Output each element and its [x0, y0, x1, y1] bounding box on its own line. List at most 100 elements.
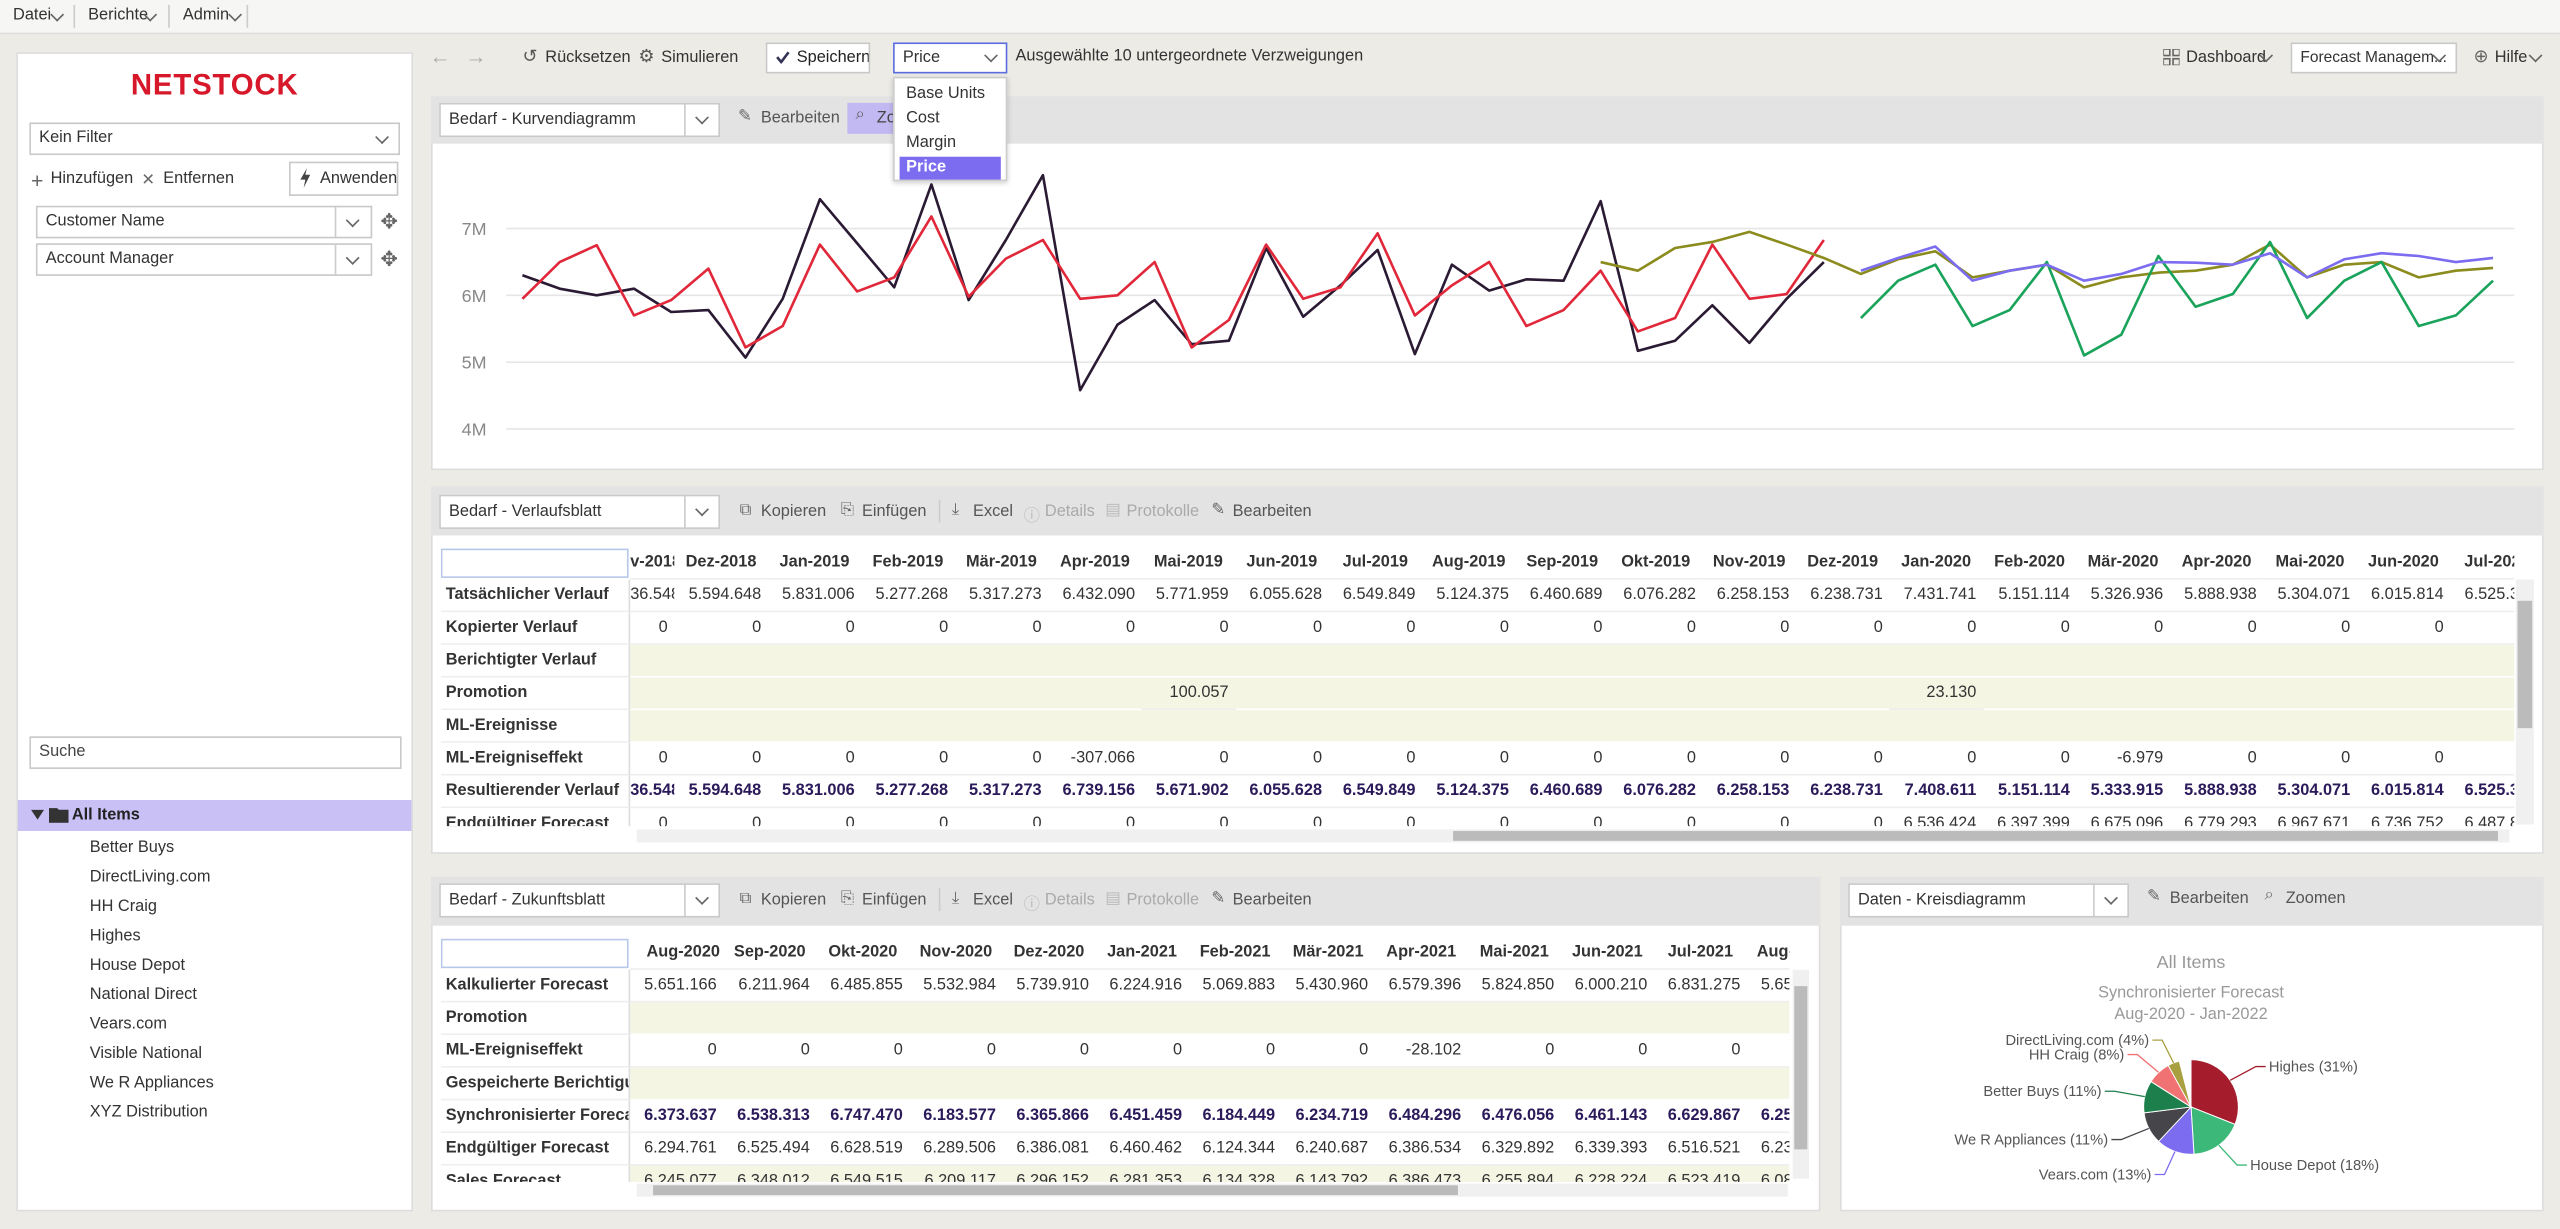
table-cell: 6.629.867 — [1653, 1100, 1747, 1134]
help-button[interactable]: Hilfe — [2494, 48, 2528, 67]
tree-row[interactable] — [18, 833, 411, 862]
edit-button[interactable]: Bearbeiten — [760, 109, 840, 128]
separator — [334, 205, 337, 239]
table-cell: 0 — [1281, 1035, 1375, 1068]
dropdown-option[interactable]: Cost — [906, 109, 940, 128]
tool-button[interactable]: Bearbeiten — [1232, 891, 1312, 910]
dropdown-option[interactable]: Base Units — [906, 84, 986, 103]
forward-icon[interactable]: → — [465, 44, 487, 69]
table-cell: 0 — [1328, 612, 1423, 645]
table-cell: 6.549.849 — [1328, 580, 1423, 613]
tool-button[interactable]: Kopieren — [760, 502, 827, 521]
scroll-thumb[interactable] — [1794, 986, 1808, 1150]
tree-item[interactable]: National Direct — [89, 986, 197, 1005]
tree-row[interactable] — [18, 980, 411, 1009]
editable-row — [630, 1165, 1790, 1183]
tree-item[interactable]: Highes — [89, 927, 141, 946]
move-icon[interactable]: ✥ — [380, 246, 399, 272]
zoom-button[interactable]: Zoomen — [2285, 889, 2346, 908]
panel-select[interactable]: Daten - Kreisdiagramm — [1848, 883, 2129, 918]
scroll-thumb[interactable] — [1453, 831, 2498, 841]
tree-root[interactable]: All Items — [71, 806, 140, 825]
y-tick-label: 4M — [462, 419, 487, 439]
table-cell: 0 — [1796, 808, 1889, 826]
row-label: Resultierender Verlauf — [440, 775, 631, 809]
field-select[interactable]: Customer Name — [35, 205, 373, 239]
separator — [938, 888, 941, 912]
tree-item[interactable]: Vears.com — [89, 1015, 167, 1034]
table-cell: 6.134.328 — [1189, 1166, 1282, 1182]
column-header: Jul-2020 — [2450, 547, 2515, 580]
table-cell: 0 — [1235, 743, 1329, 776]
leader-line — [2152, 1039, 2175, 1064]
tree-row[interactable] — [18, 921, 411, 950]
back-icon[interactable]: ← — [429, 44, 451, 69]
filter-select[interactable]: Kein Filter — [29, 122, 400, 156]
menu-item[interactable]: Admin — [182, 6, 230, 25]
tool-button[interactable]: Kopieren — [760, 891, 827, 910]
tree-row[interactable] — [18, 1097, 411, 1126]
leader-line — [2229, 1065, 2266, 1081]
tool-button[interactable]: Einfügen — [862, 891, 927, 910]
remove-button[interactable]: Entfernen — [163, 169, 235, 188]
column-header: Feb-2019 — [861, 547, 955, 580]
table-cell: 6.294.761 — [630, 1133, 724, 1166]
expand-icon[interactable] — [31, 809, 45, 820]
panel-select[interactable]: Bedarf - Zukunftsblatt — [439, 883, 720, 918]
dropdown-option[interactable]: Margin — [906, 133, 957, 152]
edit-button[interactable]: Bearbeiten — [2169, 889, 2249, 908]
tool-button[interactable]: Excel — [973, 502, 1013, 521]
simulate-button[interactable]: Simulieren — [661, 48, 739, 67]
tree-row[interactable] — [18, 891, 411, 920]
table-cell: 6.209.117 — [909, 1166, 1002, 1182]
menu-item[interactable]: Datei — [13, 6, 52, 25]
chevron — [2528, 48, 2543, 63]
table-cell: 6.831.275 — [1653, 970, 1747, 1003]
tree-item[interactable]: House Depot — [89, 956, 186, 975]
table-cell: 6.231.498 — [1746, 1133, 1790, 1166]
tool-button: Protokolle — [1126, 891, 1200, 910]
tree-row[interactable] — [18, 1068, 411, 1097]
apply-button[interactable]: Anwenden — [288, 161, 399, 196]
tree-item[interactable]: Visible National — [89, 1044, 203, 1063]
panel-select[interactable]: Bedarf - Kurvendiagramm — [439, 102, 720, 138]
table-cell: 0 — [1608, 743, 1703, 776]
pie-label: We R Appliances (11%) — [1954, 1132, 2108, 1148]
panel-header — [431, 486, 2544, 536]
tree-item[interactable]: We R Appliances — [89, 1074, 214, 1093]
table-cell: 6.143.792 — [1282, 1166, 1375, 1182]
table-cell: 6.255.894 — [1468, 1166, 1561, 1182]
tree-item[interactable]: HH Craig — [89, 897, 157, 916]
view-select[interactable]: Forecast Managem... — [2290, 42, 2458, 74]
measure-select[interactable]: Price — [893, 42, 1008, 74]
table-cell: 0 — [630, 1035, 724, 1068]
tree-row[interactable] — [18, 1038, 411, 1067]
column-header: Jan-2020 — [1889, 547, 1983, 580]
search-input[interactable]: Suche — [29, 736, 402, 769]
dropdown-option[interactable]: Price — [899, 156, 1001, 180]
tree-row[interactable] — [18, 1009, 411, 1038]
row-label: Promotion — [440, 1002, 631, 1036]
field-select[interactable]: Account Manager — [35, 243, 373, 276]
scroll-thumb[interactable] — [653, 1185, 1458, 1196]
menu-item[interactable]: Berichte — [88, 6, 149, 25]
table-cell: 5.671.902 — [1141, 776, 1236, 809]
tool-button[interactable]: Excel — [973, 891, 1013, 910]
tree-item[interactable]: Better Buys — [89, 839, 175, 858]
tree-item[interactable]: XYZ Distribution — [89, 1103, 208, 1122]
panel-select[interactable]: Bedarf - Verlaufsblatt — [439, 494, 720, 529]
table-cell: 6.055.628 — [1235, 776, 1329, 809]
scroll-thumb[interactable] — [2517, 600, 2533, 729]
tool-button[interactable]: Einfügen — [862, 502, 927, 521]
tree-row[interactable] — [18, 862, 411, 891]
tool-button[interactable]: Bearbeiten — [1232, 502, 1312, 521]
column-header: Feb-2020 — [1982, 547, 2077, 580]
column-header: v-2018 — [630, 547, 675, 580]
reset-button[interactable]: Rücksetzen — [545, 48, 631, 67]
add-button[interactable]: Hinzufügen — [50, 169, 134, 188]
tree-item[interactable]: DirectLiving.com — [89, 868, 211, 887]
move-icon[interactable]: ✥ — [380, 208, 399, 234]
tree-row[interactable] — [18, 950, 411, 979]
dashboard-button[interactable]: Dashboard — [2186, 48, 2266, 67]
table-cell: 0 — [768, 808, 861, 826]
